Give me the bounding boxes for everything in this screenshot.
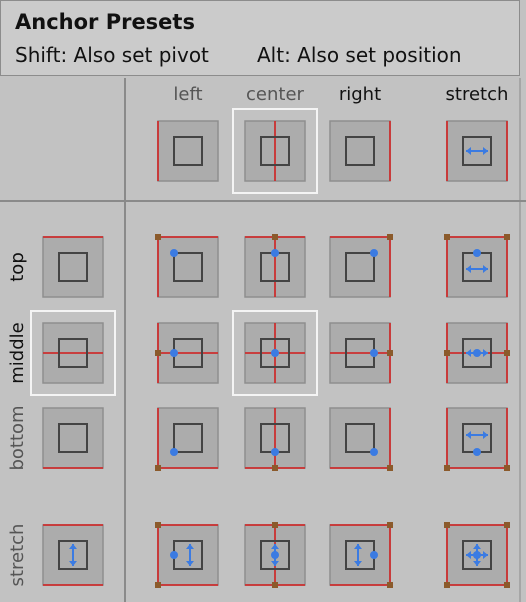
preset-bottom-stretch[interactable]: [444, 407, 510, 471]
preset-stretch-stretch[interactable]: [444, 522, 510, 588]
column-label-right: right: [339, 84, 381, 105]
preset-header-stretch[interactable]: [446, 120, 508, 182]
preset-header-left[interactable]: [157, 120, 219, 182]
row-label-stretch: stretch: [7, 524, 28, 587]
preset-header-stretch[interactable]: [42, 524, 104, 586]
preset-stretch-left[interactable]: [155, 522, 219, 588]
preset-top-right[interactable]: [329, 234, 393, 298]
row-label-top: top: [7, 252, 28, 282]
panel-title: Anchor Presets: [15, 10, 195, 34]
shift-hint: Shift: Also set pivot: [15, 43, 209, 67]
preset-stretch-center[interactable]: [244, 522, 306, 588]
preset-top-left[interactable]: [155, 234, 219, 298]
preset-bottom-right[interactable]: [329, 407, 393, 471]
preset-header-middle[interactable]: [30, 310, 116, 396]
anchor-preset-grid: left center right stretch top middle bot…: [0, 78, 526, 602]
preset-middle-left[interactable]: [155, 322, 219, 384]
preset-middle-center[interactable]: [232, 310, 318, 396]
preset-stretch-right[interactable]: [329, 522, 393, 588]
column-label-left: left: [173, 84, 202, 105]
preset-top-center[interactable]: [244, 234, 306, 298]
preset-bottom-center[interactable]: [244, 407, 306, 471]
alt-hint: Alt: Also set position: [257, 43, 462, 67]
row-label-middle: middle: [7, 322, 28, 383]
column-label-center: center: [246, 84, 305, 105]
preset-top-stretch[interactable]: [444, 234, 510, 298]
preset-middle-right[interactable]: [329, 322, 393, 384]
row-label-bottom: bottom: [7, 405, 28, 470]
preset-middle-stretch[interactable]: [444, 322, 510, 384]
preset-bottom-left[interactable]: [155, 407, 219, 471]
preset-header-center[interactable]: [232, 108, 318, 194]
preset-header-right[interactable]: [329, 120, 391, 182]
preset-header-bottom[interactable]: [42, 407, 104, 469]
preset-header-top[interactable]: [42, 236, 104, 298]
column-label-stretch: stretch: [446, 84, 509, 105]
header: Anchor Presets Shift: Also set pivot Alt…: [0, 0, 520, 76]
